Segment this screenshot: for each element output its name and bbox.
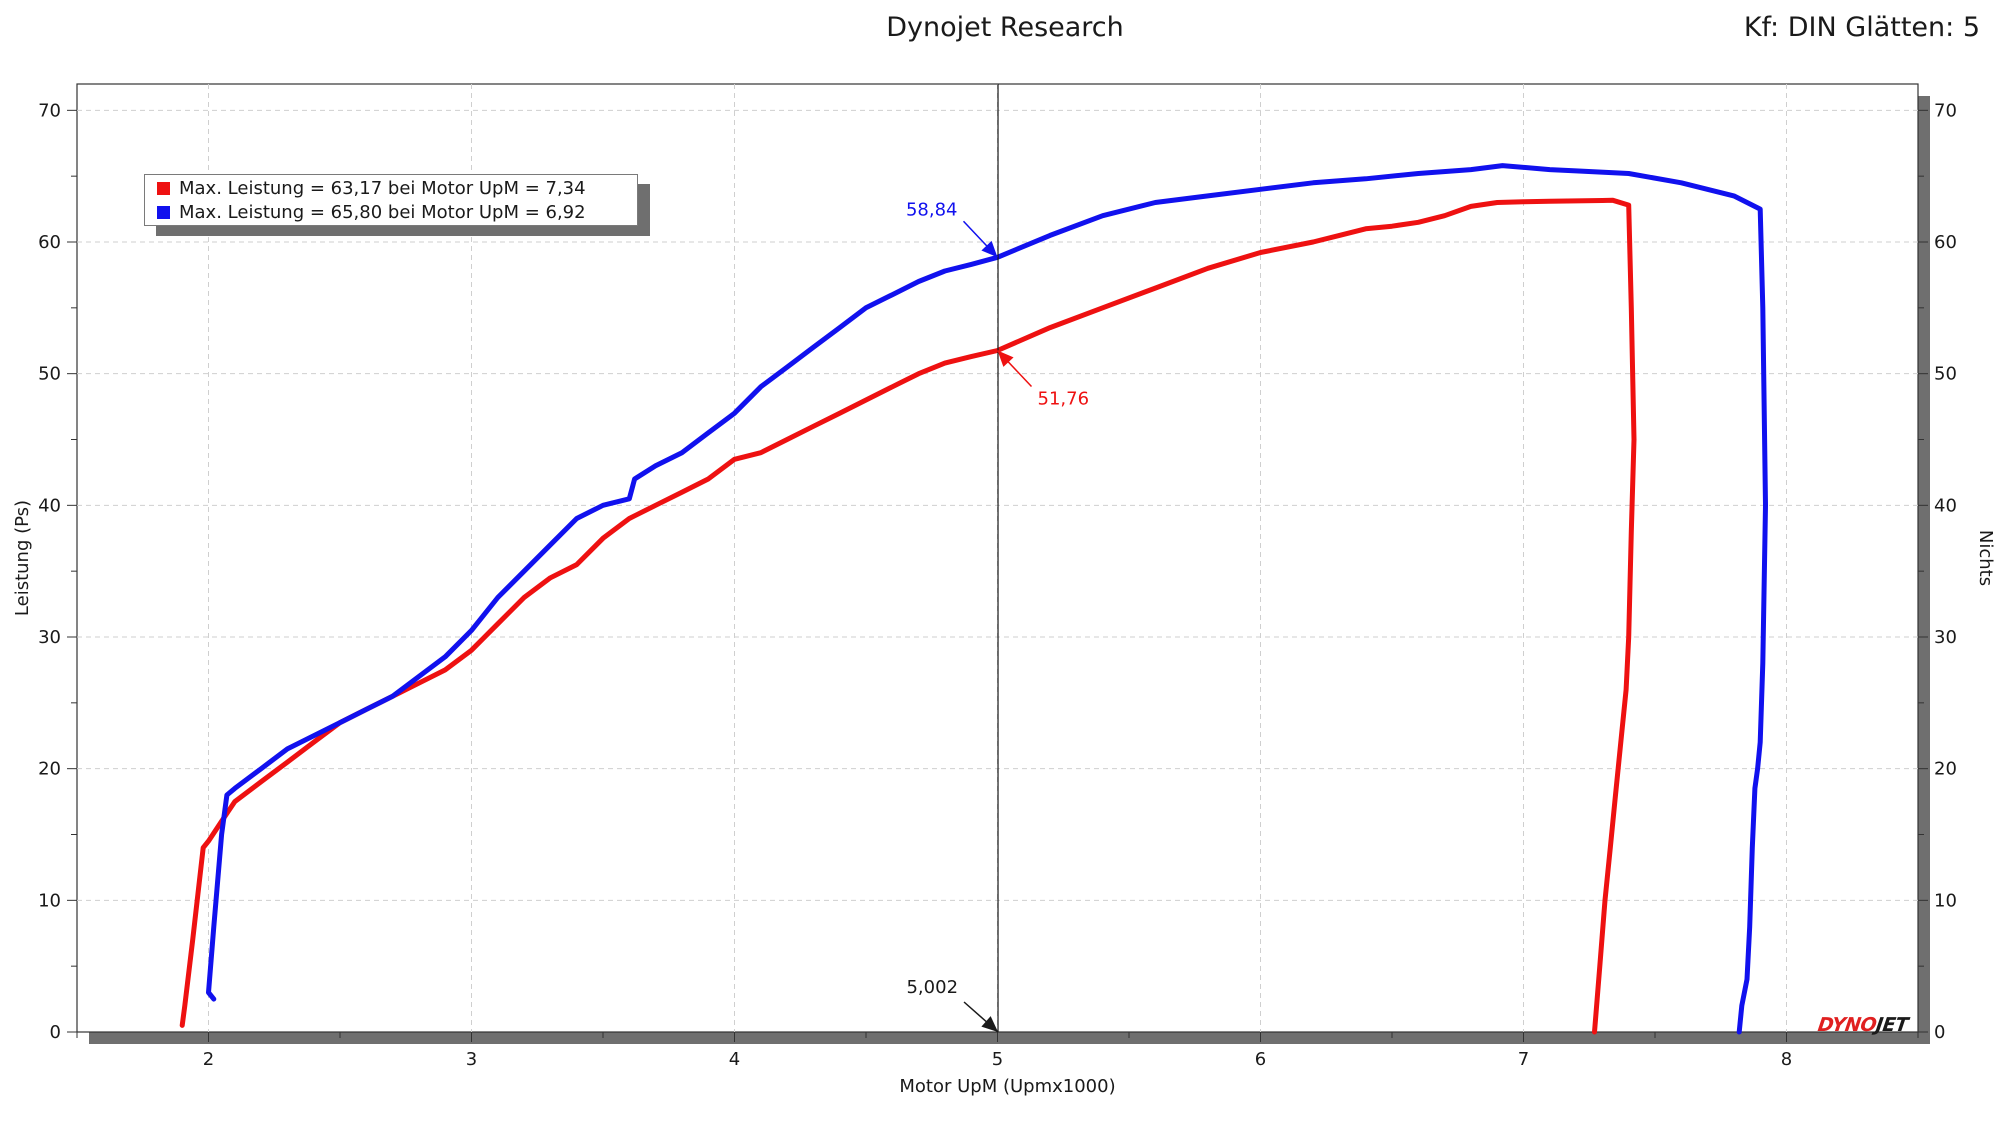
y-tick-label-right: 20 — [1934, 759, 1957, 780]
legend: Max. Leistung = 63,17 bei Motor UpM = 7,… — [144, 174, 638, 226]
red-value-label: 51,76 — [1038, 388, 1090, 409]
y-tick-label-right: 40 — [1934, 495, 1957, 516]
cursor-x-label: 5,002 — [906, 977, 958, 998]
x-axis-title: Motor UpM (Upmx1000) — [899, 1076, 1115, 1097]
legend-swatch-red — [157, 182, 170, 195]
y2-axis-title: Nichts — [1975, 530, 1996, 586]
y-tick-label-left: 30 — [38, 627, 61, 648]
x-tick-label: 7 — [1518, 1049, 1529, 1070]
y-tick-label-left: 70 — [38, 100, 61, 121]
chart-title: Dynojet Research — [886, 12, 1124, 43]
y-axis-title: Leistung (Ps) — [12, 500, 33, 616]
y-tick-label-left: 20 — [38, 759, 61, 780]
correction-factor-label: Kf: DIN Glätten: 5 — [1743, 12, 1980, 43]
series-line-blue — [206, 163, 1768, 1035]
legend-label-red: Max. Leistung = 63,17 bei Motor UpM = 7,… — [179, 178, 586, 199]
y-tick-label-left: 40 — [38, 495, 61, 516]
legend-entry-blue: Max. Leistung = 65,80 bei Motor UpM = 6,… — [157, 202, 586, 223]
y-tick-label-right: 30 — [1934, 627, 1957, 648]
logo-text-jet: JET — [1874, 1014, 1910, 1036]
legend-label-blue: Max. Leistung = 65,80 bei Motor UpM = 6,… — [179, 202, 586, 223]
legend-entry-red: Max. Leistung = 63,17 bei Motor UpM = 7,… — [157, 178, 586, 199]
x-tick-label: 6 — [1255, 1049, 1266, 1070]
dynojet-logo: DYNOJET — [1816, 1014, 1909, 1036]
x-tick-label: 8 — [1781, 1049, 1792, 1070]
y-tick-label-left: 60 — [38, 232, 61, 253]
y-tick-label-right: 60 — [1934, 232, 1957, 253]
x-tick-label: 4 — [729, 1049, 740, 1070]
y-tick-label-right: 10 — [1934, 890, 1957, 911]
x-tick-label: 3 — [466, 1049, 477, 1070]
y-tick-label-left: 50 — [38, 364, 61, 385]
logo-text-dyno: DYNO — [1816, 1014, 1878, 1036]
x-tick-label: 5 — [992, 1049, 1003, 1070]
red-value-arrow-head — [997, 350, 1014, 367]
legend-swatch-blue — [157, 206, 170, 219]
y-tick-label-left: 10 — [38, 890, 61, 911]
y-tick-label-right: 0 — [1934, 1022, 1945, 1043]
y-tick-label-right: 50 — [1934, 364, 1957, 385]
blue-value-label: 58,84 — [906, 199, 958, 220]
x-tick-label: 2 — [203, 1049, 214, 1070]
blue-value-arrow-head — [981, 240, 998, 258]
cursor-x-arrow-head — [981, 1016, 999, 1032]
y-tick-label-right: 70 — [1934, 100, 1957, 121]
y-tick-label-left: 0 — [50, 1022, 61, 1043]
